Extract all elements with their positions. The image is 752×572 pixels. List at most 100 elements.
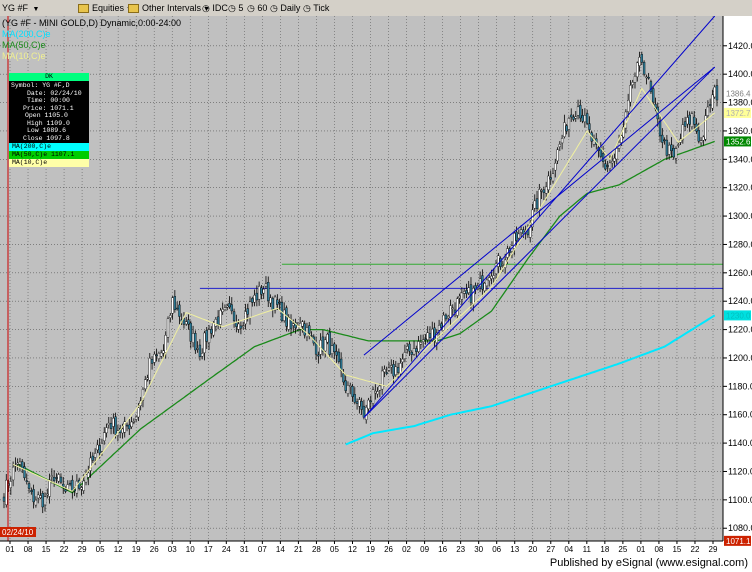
price-chart[interactable]: 1080.0 1100.0 1120.0 1140.0 1160.0 1180.0 1200…	[0, 16, 752, 556]
ma10-path	[12, 87, 716, 492]
candle-body	[433, 327, 436, 340]
candle	[403, 344, 407, 363]
candle	[615, 146, 618, 165]
candle-body	[18, 461, 22, 465]
month-label: Dec	[716, 555, 730, 556]
symbol-dropdown[interactable]: YG #F ▼	[2, 2, 122, 14]
interval-60[interactable]: ◷ 60	[247, 2, 267, 14]
candle	[64, 486, 67, 494]
candle-body	[633, 75, 637, 83]
date-tick-label: 03	[168, 545, 177, 554]
candle	[519, 225, 523, 237]
candle	[114, 412, 117, 439]
candle-body	[82, 480, 85, 491]
cursor-data-window[interactable]: DK Symbol: YG #F,D Date: 02/24/10 Time: …	[9, 73, 89, 167]
candle-body	[194, 333, 197, 351]
candle-body	[615, 148, 618, 160]
candle	[410, 350, 413, 363]
data-ma10: MA(10,C)e	[9, 159, 89, 167]
ma50-line	[17, 140, 715, 494]
date-tick-label: 30	[474, 545, 483, 554]
candle-body	[27, 483, 31, 489]
candle-body	[649, 81, 653, 93]
equities-menu[interactable]: Equities▼	[78, 2, 133, 14]
candle	[112, 413, 115, 434]
ma200-line	[345, 314, 716, 446]
price-axis[interactable]: 1080.0 1100.0 1120.0 1140.0 1160.0 1180.0 1200…	[722, 16, 752, 541]
candle	[513, 230, 516, 256]
candle	[130, 416, 133, 429]
candle	[558, 141, 561, 151]
candle	[132, 418, 136, 425]
interval-5[interactable]: ◷ 5	[228, 2, 243, 14]
candle-body	[43, 496, 47, 506]
candle-body	[469, 284, 473, 303]
candle-body	[661, 134, 664, 143]
candle	[141, 387, 145, 408]
price-label: 1352.6	[726, 137, 751, 146]
candle-body	[658, 120, 662, 137]
candle-body	[326, 334, 329, 343]
candle-body	[606, 165, 609, 167]
candle	[631, 79, 634, 89]
ma10-legend: MA(10,C)e	[2, 51, 46, 61]
candle-body	[260, 287, 263, 295]
candle	[173, 290, 177, 313]
price-tick-label: 1420.0	[728, 41, 752, 51]
candle-body	[367, 399, 370, 410]
candle-body	[41, 493, 44, 508]
candle	[353, 387, 356, 405]
candle-body	[337, 351, 341, 362]
candle-body	[449, 305, 452, 318]
candle	[48, 473, 51, 504]
candle-body	[100, 443, 104, 452]
candle-body	[141, 389, 145, 401]
candle-body	[611, 160, 614, 164]
candle-body	[565, 125, 568, 132]
candle-body	[346, 385, 350, 394]
candle-body	[324, 339, 327, 352]
interval-idc[interactable]: ◷ IDC	[202, 2, 228, 14]
candle-body	[84, 474, 88, 483]
candle-body	[371, 389, 375, 404]
candle-body	[458, 295, 461, 299]
candle-body	[317, 354, 320, 357]
clock-icon: ◷	[228, 3, 236, 13]
other-intervals-menu[interactable]: Other Intervals ▼	[128, 2, 210, 14]
candle-body	[551, 173, 555, 182]
candle	[383, 365, 386, 378]
date-axis[interactable]: 01 08 15 22 29 05 12 19 26 03 10 17 24 31 07 14 21 28 05 12…	[0, 540, 730, 556]
interval-tick[interactable]: ◷ Tick	[303, 2, 329, 14]
candle	[465, 283, 468, 298]
candle	[201, 348, 204, 360]
candle-body	[374, 391, 377, 394]
candle-body	[25, 480, 28, 482]
candle-body	[585, 113, 589, 124]
ma50-legend: MA(50,C)e	[2, 40, 46, 50]
candle-body	[171, 297, 174, 314]
date-tick-label: 08	[24, 545, 33, 554]
month-label: Aug	[410, 555, 424, 556]
candle	[32, 484, 35, 509]
interval-daily[interactable]: ◷ Daily	[270, 2, 300, 14]
ma50-path	[17, 140, 715, 494]
candle	[387, 362, 391, 372]
candle	[62, 477, 65, 494]
candle-body	[497, 255, 500, 267]
candle	[549, 170, 552, 185]
candle-body	[556, 149, 559, 162]
candle-body	[494, 263, 498, 275]
candle	[46, 488, 49, 499]
candle	[415, 345, 418, 358]
candle	[194, 330, 197, 354]
candle	[533, 194, 536, 212]
candle-body	[456, 298, 459, 316]
candle-body	[205, 330, 208, 342]
candle-body	[64, 489, 67, 492]
candle-body	[166, 318, 170, 338]
candle-body	[73, 489, 76, 492]
interval-5-label: 5	[238, 3, 244, 13]
candle-body	[308, 325, 311, 334]
candle-body	[642, 61, 646, 75]
candle	[462, 287, 466, 299]
